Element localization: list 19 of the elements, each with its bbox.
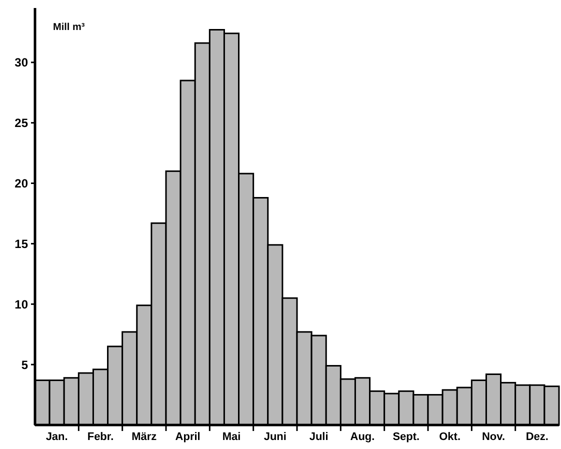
x-tick-label: Juni — [264, 431, 286, 443]
x-tick-label: März — [132, 431, 158, 443]
x-tick-label: Jan. — [46, 431, 68, 443]
x-tick-label: Febr. — [87, 431, 114, 443]
y-tick-label: 5 — [21, 358, 28, 372]
x-tick-label: Sept. — [392, 431, 420, 443]
y-tick-label: 20 — [14, 176, 28, 190]
x-tick-label: Dez. — [526, 431, 548, 443]
y-tick-label: 25 — [14, 116, 28, 130]
x-tick-label: April — [175, 431, 200, 443]
y-tick-label: 15 — [14, 236, 28, 251]
x-tick-label: Aug. — [350, 431, 375, 443]
x-tick-label: Mai — [222, 431, 241, 443]
x-tick-label: Okt. — [439, 431, 461, 443]
x-tick-label: Nov. — [482, 431, 506, 443]
y-axis-title: Mill m³ — [53, 22, 86, 33]
y-tick-label: 30 — [14, 56, 28, 70]
x-tick-label: Juli — [309, 431, 328, 443]
y-tick-label: 10 — [14, 297, 28, 312]
